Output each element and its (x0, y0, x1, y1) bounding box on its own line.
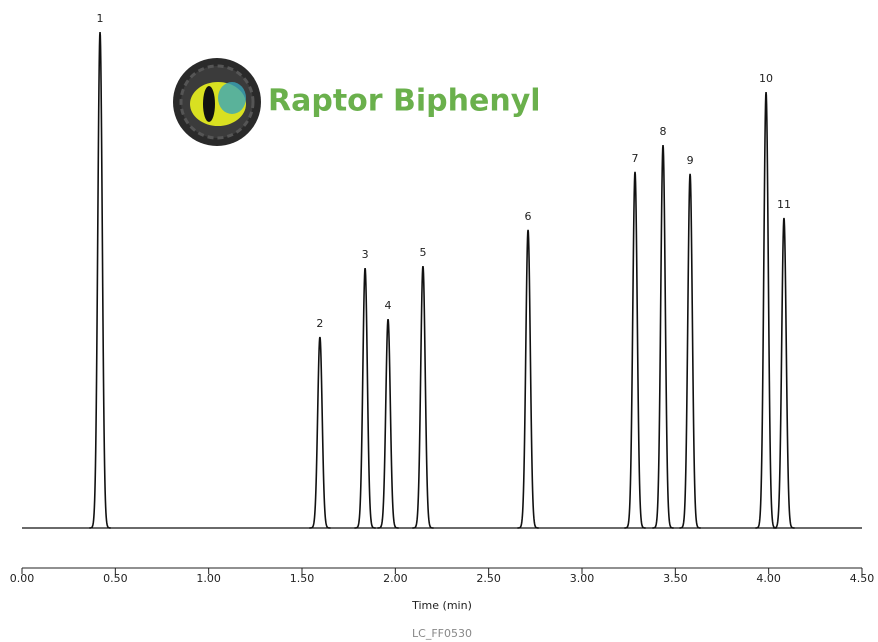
x-tick-label: 0.00 (10, 572, 35, 585)
x-tick-label: 2.00 (383, 572, 408, 585)
peak (309, 336, 331, 529)
peak (89, 31, 111, 529)
peak (354, 267, 376, 529)
peak (755, 91, 777, 529)
peak (773, 217, 795, 529)
brand: Raptor Biphenyl (268, 84, 541, 119)
x-tick-label: 2.50 (476, 572, 501, 585)
logo-pupil (203, 86, 215, 122)
peak-label: 3 (362, 248, 369, 261)
peak (517, 229, 539, 529)
peak-label: 7 (632, 152, 639, 165)
peak-label: 6 (525, 210, 532, 223)
x-tick-label: 1.50 (290, 572, 315, 585)
peak-label: 8 (660, 125, 667, 138)
peak-label: 11 (777, 198, 791, 211)
x-tick-label: 4.00 (756, 572, 781, 585)
peak-label: 4 (385, 299, 392, 312)
footnote: LC_FF0530 (412, 627, 472, 640)
peak-label: 1 (97, 12, 104, 25)
x-tick-label: 1.00 (196, 572, 221, 585)
x-tick-label: 3.50 (663, 572, 688, 585)
peak-label: 2 (316, 317, 323, 330)
x-axis-label: Time (min) (411, 599, 472, 612)
peak-label: 9 (687, 154, 694, 167)
peak (624, 171, 646, 529)
x-tick-label: 3.00 (570, 572, 595, 585)
peak (377, 319, 399, 529)
logo (173, 58, 261, 146)
peak (652, 145, 674, 529)
x-tick-label: 4.50 (850, 572, 875, 585)
peak-label: 5 (419, 246, 426, 259)
peak (679, 173, 701, 529)
peak (412, 265, 434, 529)
x-tick-label: 0.50 (103, 572, 128, 585)
peak-label: 10 (759, 72, 773, 85)
logo-iris (218, 82, 246, 114)
